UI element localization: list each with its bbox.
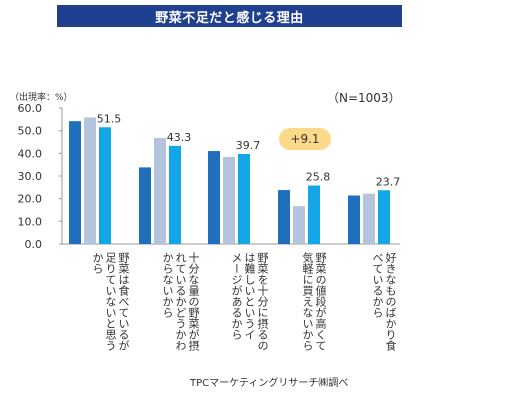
category-label: 好きなものばかり食 べているから [371,252,397,351]
difference-badge: +9.1 [279,128,331,150]
category-label: 野菜は食べているが 足りていないと思う から [91,252,130,351]
data-label: 39.7 [236,139,261,152]
bar-series2 [293,206,305,244]
y-tick-label: 40.0 [18,147,43,160]
category-label: 野菜を十分に摂るの は難しいというイ メージがあるから [230,252,269,351]
data-label: 51.5 [97,112,122,125]
source-note: TPCマーケティングリサーチ㈱調べ [190,378,349,389]
bar-series3 [308,185,320,244]
bar-series2 [363,193,375,244]
bar-series1 [208,151,220,244]
bar-series3 [238,154,250,244]
bar-series2 [223,156,235,244]
bar-series3 [378,190,390,244]
y-tick-label: 20.0 [18,193,43,206]
y-tick-label: 50.0 [18,125,43,138]
bars [69,117,390,244]
bar-series2 [84,117,96,244]
category-label: 野菜の値段が高くて 気軽に買えないから [301,252,327,351]
data-label: 43.3 [167,131,192,144]
bar-series1 [69,121,81,244]
bar-series2 [154,137,166,244]
bar-series1 [348,195,360,244]
y-tick-label: 60.0 [18,102,43,115]
category-label: 十分な量の野菜が摂 れているかどうかわ からないから [161,252,200,351]
sample-size-label: （N=1003） [327,91,401,105]
bar-series3 [99,127,111,244]
y-tick-label: 30.0 [18,170,43,183]
data-label: 23.7 [376,175,401,188]
data-label: 25.8 [306,171,331,184]
y-tick-label: 0.0 [25,238,43,251]
bar-series1 [278,190,290,244]
data-labels: 51.5 43.3 39.7 25.8 23.7 [97,112,401,188]
bar-series3 [169,145,181,244]
y-axis-unit-label: （出現率：%） [10,93,73,103]
chart-title: 野菜不足だと感じる理由 [57,5,402,27]
bar-series1 [139,167,151,244]
y-tick-label: 10.0 [18,215,43,228]
y-axis: 0.0 10.0 20.0 30.0 40.0 50.0 60.0 [18,102,400,251]
